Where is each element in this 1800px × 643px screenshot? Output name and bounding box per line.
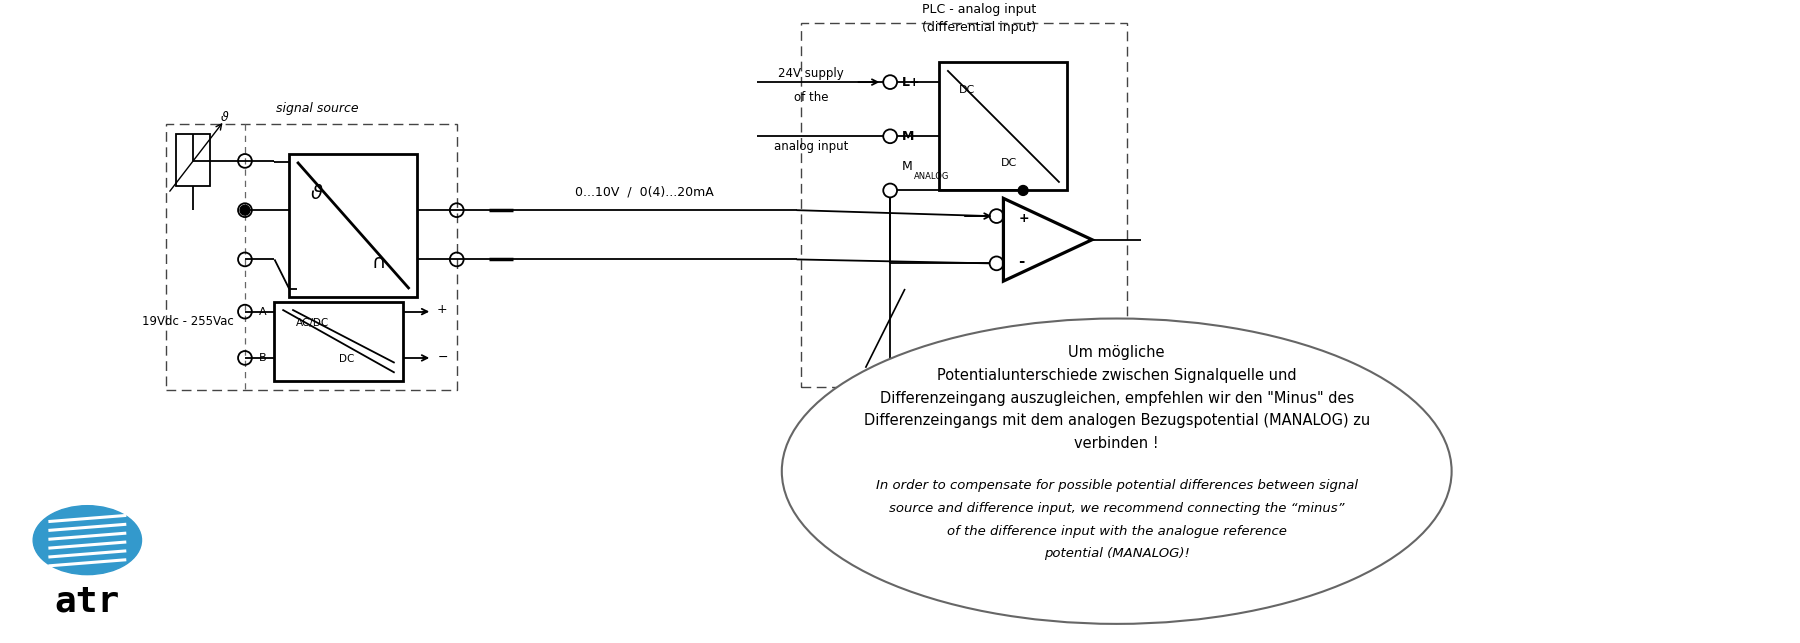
Text: $\cap$: $\cap$: [371, 253, 385, 272]
Text: DC: DC: [1001, 158, 1017, 168]
Text: Um mögliche: Um mögliche: [1069, 345, 1165, 361]
Bar: [274, 302, 403, 381]
Text: signal source: signal source: [275, 102, 358, 114]
Bar: [166, 125, 457, 390]
Text: Potentialunterschiede zwischen Signalquelle und: Potentialunterschiede zwischen Signalque…: [936, 368, 1296, 383]
Text: of the: of the: [794, 91, 828, 104]
Bar: [940, 62, 1067, 190]
Text: Differenzeingang auszugleichen, empfehlen wir den "Minus" des: Differenzeingang auszugleichen, empfehle…: [880, 391, 1354, 406]
Circle shape: [239, 205, 250, 215]
Text: $\vartheta$: $\vartheta$: [310, 184, 324, 203]
Text: In order to compensate for possible potential differences between signal: In order to compensate for possible pote…: [877, 480, 1357, 493]
Text: atr: atr: [54, 584, 121, 618]
Text: of the difference input with the analogue reference: of the difference input with the analogu…: [947, 525, 1287, 538]
Text: ANALOG: ANALOG: [914, 172, 949, 181]
Text: $\vartheta$: $\vartheta$: [220, 109, 230, 123]
Text: DC: DC: [338, 354, 355, 364]
Ellipse shape: [781, 318, 1451, 624]
Text: PLC - analog input: PLC - analog input: [922, 3, 1037, 16]
Text: A: A: [259, 307, 266, 316]
Text: +: +: [1019, 212, 1030, 224]
Text: 0...10V  /  0(4)...20mA: 0...10V / 0(4)...20mA: [574, 185, 713, 198]
Text: 24V supply: 24V supply: [778, 67, 844, 80]
Text: 19Vdc - 255Vac: 19Vdc - 255Vac: [142, 315, 234, 328]
Text: +: +: [437, 303, 448, 316]
Text: -: -: [1019, 254, 1024, 269]
Text: potential (MANALOG)!: potential (MANALOG)!: [1044, 547, 1190, 561]
Text: M: M: [902, 130, 914, 143]
Bar: [176, 134, 211, 186]
Text: L+: L+: [902, 76, 920, 89]
Circle shape: [1019, 186, 1028, 195]
Bar: [290, 154, 418, 297]
Ellipse shape: [32, 505, 142, 575]
Text: analog input: analog input: [774, 140, 848, 152]
Text: DC: DC: [959, 85, 976, 95]
Text: Differenzeingangs mit dem analogen Bezugspotential (MANALOG) zu: Differenzeingangs mit dem analogen Bezug…: [864, 413, 1370, 428]
Text: $-$: $-$: [437, 349, 448, 363]
Text: M: M: [902, 159, 913, 173]
Text: B: B: [259, 353, 266, 363]
Bar: [801, 23, 1127, 388]
Text: verbinden !: verbinden !: [1075, 436, 1159, 451]
Text: (differential input): (differential input): [922, 21, 1035, 34]
Polygon shape: [1003, 198, 1093, 281]
Text: AC/DC: AC/DC: [297, 318, 329, 329]
Text: source and difference input, we recommend connecting the “minus”: source and difference input, we recommen…: [889, 502, 1345, 515]
